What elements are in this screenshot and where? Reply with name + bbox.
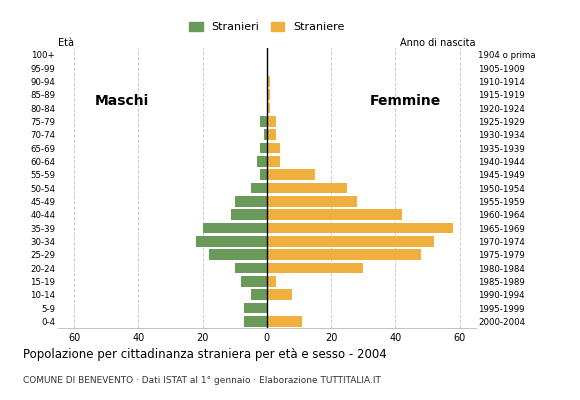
Bar xyxy=(267,156,280,167)
Text: Anno di nascita: Anno di nascita xyxy=(400,38,476,48)
Text: Femmine: Femmine xyxy=(369,94,441,108)
Bar xyxy=(251,289,267,300)
Bar xyxy=(267,249,421,260)
Bar xyxy=(196,236,267,247)
Bar xyxy=(260,169,267,180)
Text: COMUNE DI BENEVENTO · Dati ISTAT al 1° gennaio · Elaborazione TUTTITALIA.IT: COMUNE DI BENEVENTO · Dati ISTAT al 1° g… xyxy=(23,376,381,385)
Text: Età: Età xyxy=(58,38,74,48)
Bar xyxy=(231,209,267,220)
Text: Popolazione per cittadinanza straniera per età e sesso - 2004: Popolazione per cittadinanza straniera p… xyxy=(23,348,387,361)
Bar xyxy=(235,262,267,274)
Bar xyxy=(267,76,270,87)
Bar xyxy=(267,196,357,207)
Bar xyxy=(267,89,270,100)
Bar xyxy=(209,249,267,260)
Bar xyxy=(267,129,277,140)
Bar xyxy=(267,289,292,300)
Bar xyxy=(267,209,402,220)
Bar xyxy=(267,236,434,247)
Bar xyxy=(260,142,267,154)
Bar xyxy=(251,182,267,194)
Bar xyxy=(267,222,453,234)
Bar xyxy=(267,169,315,180)
Bar xyxy=(267,276,277,287)
Bar xyxy=(244,316,267,327)
Bar xyxy=(267,116,277,127)
Bar xyxy=(267,316,302,327)
Bar xyxy=(241,276,267,287)
Bar xyxy=(267,102,270,114)
Bar xyxy=(267,142,280,154)
Bar xyxy=(267,182,347,194)
Legend: Stranieri, Straniere: Stranieri, Straniere xyxy=(185,17,349,36)
Bar xyxy=(260,116,267,127)
Text: Maschi: Maschi xyxy=(95,94,150,108)
Bar xyxy=(263,129,267,140)
Bar xyxy=(244,302,267,314)
Bar xyxy=(235,196,267,207)
Bar xyxy=(267,262,363,274)
Bar xyxy=(202,222,267,234)
Bar xyxy=(257,156,267,167)
